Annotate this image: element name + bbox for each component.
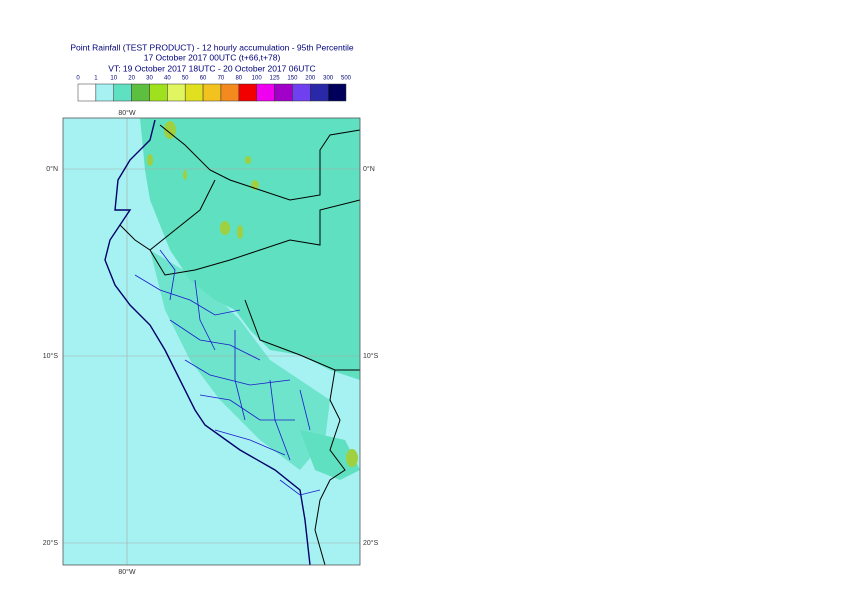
legend-label: 500 (341, 76, 352, 82)
legend-label: 10 (110, 76, 117, 82)
legend-label: 300 (323, 76, 334, 82)
legend-label: 1 (94, 76, 98, 82)
map-frame (62, 117, 361, 566)
lat-label: 10°S (363, 352, 379, 360)
rain-area (140, 118, 360, 380)
legend-swatch (292, 83, 311, 102)
legend-swatch (327, 83, 347, 102)
legend-swatch (274, 83, 293, 102)
lat-label: 0°N (363, 165, 375, 173)
legend-label: 70 (218, 76, 225, 82)
legend-swatch (113, 83, 132, 102)
legend-swatch (184, 83, 204, 102)
lat-label: 10°S (43, 352, 59, 360)
coastline (104, 119, 311, 565)
legend-swatch (131, 83, 150, 102)
legend-swatch (310, 83, 329, 102)
rain-area (300, 430, 360, 480)
lon-label: 80°W (118, 109, 136, 117)
title: Point Rainfall (TEST PRODUCT) - 12 hourl… (70, 42, 354, 52)
legend-swatch (77, 83, 97, 102)
legend-label: 150 (287, 76, 298, 82)
legend-label: 200 (305, 76, 316, 82)
legend-swatch (202, 83, 222, 102)
legend-swatch (149, 83, 168, 102)
graticule (63, 118, 360, 565)
lat-label: 20°S (363, 539, 379, 547)
rain-area (150, 250, 330, 470)
rain-patches (147, 121, 358, 467)
legend-swatch (256, 83, 275, 102)
legend-label: 125 (270, 76, 281, 82)
lat-label: 20°S (43, 539, 59, 547)
legend: 0 1 10 20 30 40 50 60 70 80 100 125 150 200 300 500 (76, 76, 352, 102)
legend-swatch (238, 83, 257, 102)
legend-label: 60 (200, 76, 207, 82)
region-borders (134, 249, 321, 496)
legend-label: 0 (76, 76, 80, 82)
lon-label: 80°W (118, 568, 136, 576)
legend-label: 40 (164, 76, 171, 82)
legend-swatch (167, 83, 186, 102)
legend-swatch (220, 83, 240, 102)
legend-label: 50 (182, 76, 189, 82)
legend-label: 100 (252, 76, 263, 82)
map: 80°W 80°W 0°N 0°N 10°S 10°S 20°S 20°S (43, 109, 379, 576)
legend-label: 20 (128, 76, 135, 82)
borders (119, 124, 360, 565)
lat-label: 0°N (46, 165, 58, 173)
base-time: 17 October 2017 00UTC (t+66,t+78) (144, 52, 281, 62)
valid-time: VT: 19 October 2017 18UTC - 20 October 2… (108, 63, 315, 73)
legend-label: 30 (146, 76, 153, 82)
legend-swatch (95, 83, 114, 102)
legend-label: 80 (235, 76, 242, 82)
